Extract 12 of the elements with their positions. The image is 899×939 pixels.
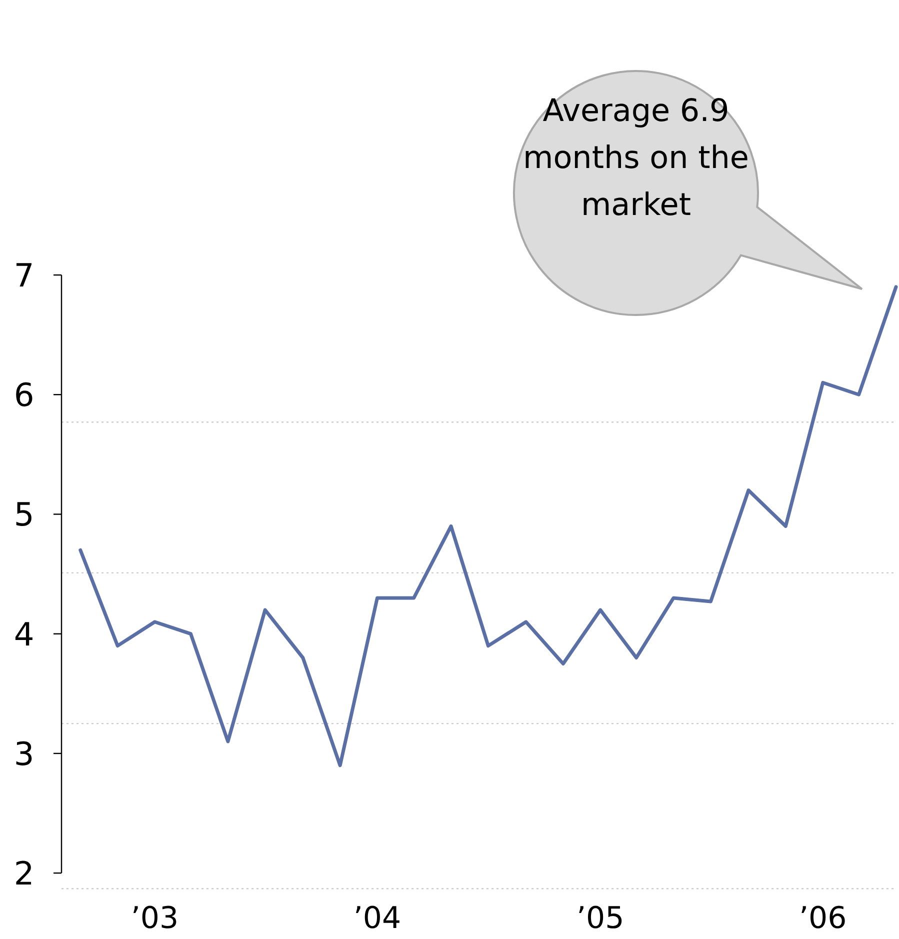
x-tick-label: ’06 xyxy=(798,901,847,936)
y-tick-label: 2 xyxy=(14,854,34,893)
x-tick-label: ’03 xyxy=(130,901,179,936)
y-tick-label: 7 xyxy=(14,256,34,295)
y-tick-label: 3 xyxy=(14,734,34,773)
y-tick-label: 6 xyxy=(14,376,34,414)
y-tick-label: 4 xyxy=(14,615,34,654)
x-tick-label: ’05 xyxy=(576,901,624,936)
line-series xyxy=(78,285,898,768)
text: Average 6.9 months on the market xyxy=(523,93,749,223)
y-tick-label: 5 xyxy=(14,496,34,534)
x-tick-label: ’04 xyxy=(353,901,402,936)
